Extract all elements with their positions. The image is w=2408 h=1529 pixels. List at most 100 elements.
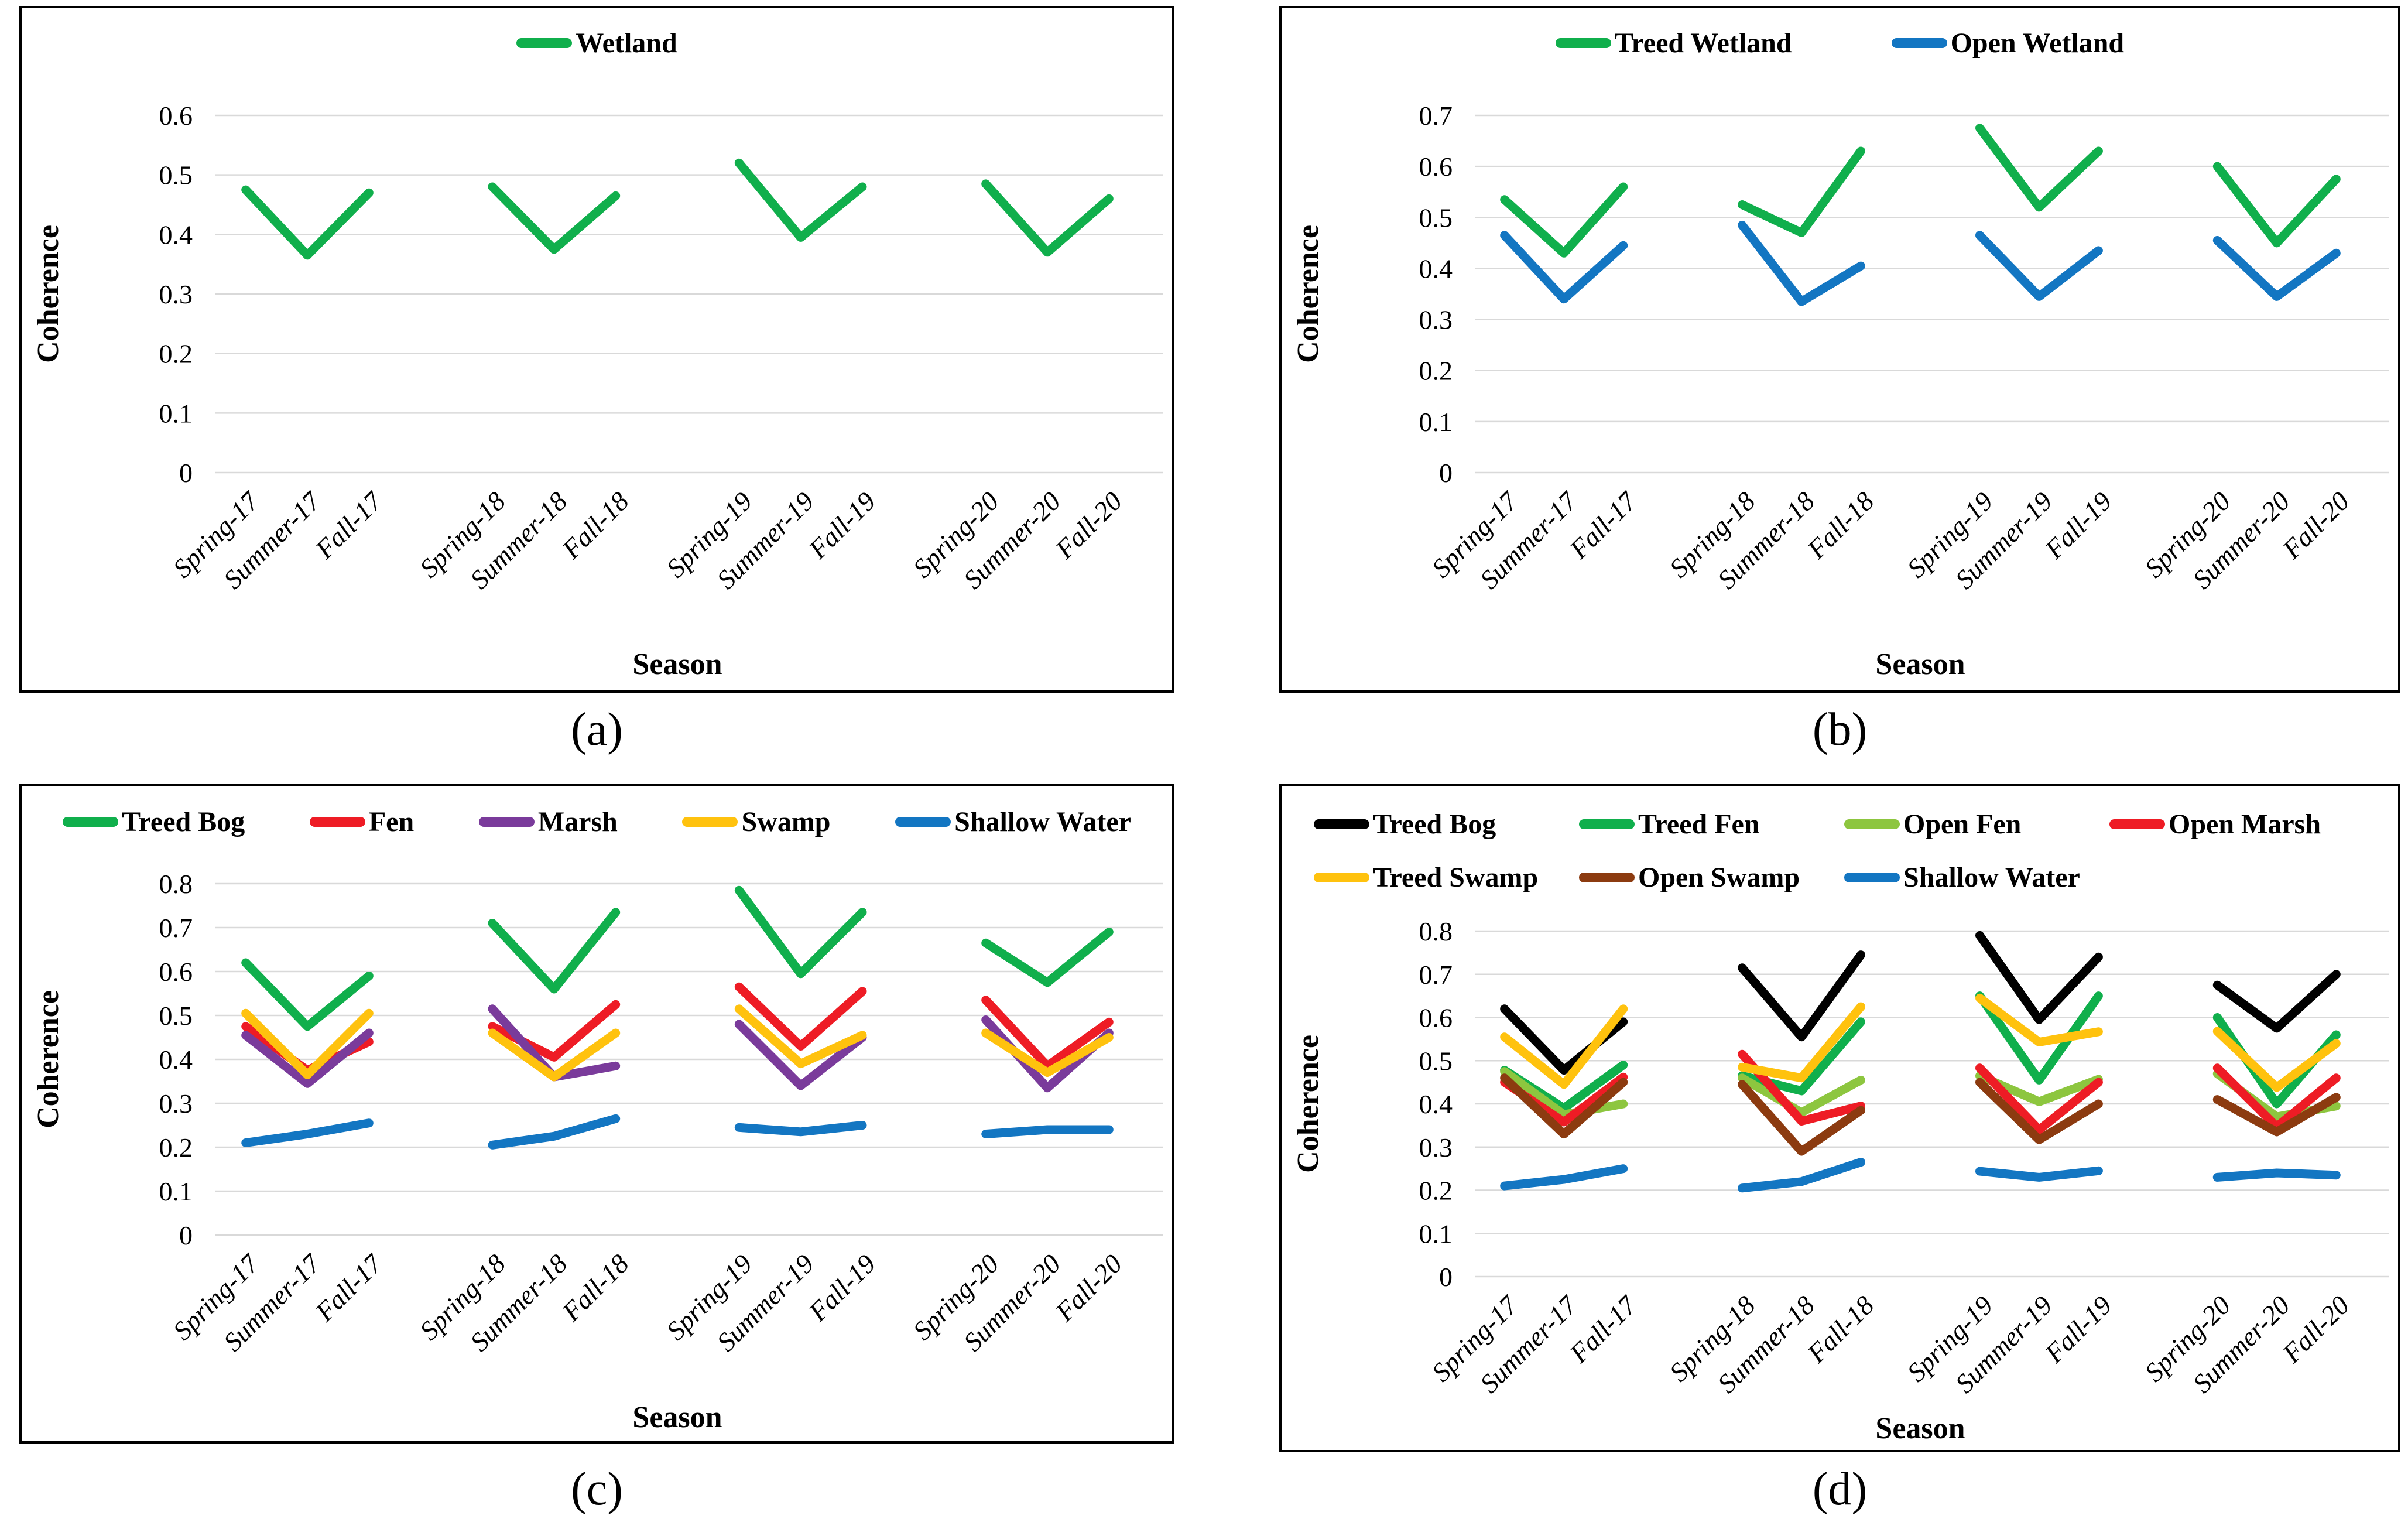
y-tick-label: 0 [1439,1262,1453,1292]
legend-d: Treed Bog Treed Fen Open Fen Open Marsh Tree… [1282,786,2398,908]
series-treed-bog [1975,931,2103,1024]
series-swamp [734,1004,867,1068]
series-treed-bog [734,885,867,979]
legend-label: Fen [368,806,415,837]
x-axis-title: Season [1875,1412,1965,1445]
y-tick-label: 0 [179,458,193,488]
legend-item-open-fen: Open Fen [1844,808,2109,840]
panel-c: Treed Bog Fen Marsh Swamp Shallow Water 0 0.1… [19,784,1174,1444]
legend-item-swamp: Swamp [682,806,831,838]
series-marsh [241,1028,374,1088]
x-tick-label: Fall-20 [1049,1248,1128,1327]
y-tick-label: 0.1 [159,1176,193,1206]
series-treed-wetland [1975,124,2103,212]
series-open-marsh [2212,1063,2341,1131]
legend-swatch-shallow-water [895,816,951,827]
legend-swatch-treed-bog [1314,819,1369,829]
legend-item-treed-fen: Treed Fen [1579,808,1844,840]
series-fen [734,982,867,1051]
series-treed-wetland [1500,182,1628,258]
y-tick-label: 0.5 [1419,203,1453,232]
legend-label: Marsh [537,806,618,837]
series-open-fen [1500,1067,1628,1119]
y-tick-label: 0 [179,1220,193,1250]
legend-c: Treed Bog Fen Marsh Swamp Shallow Water [22,786,1172,851]
series-wetland [241,185,374,260]
series-swamp [241,1008,374,1079]
legend-item-treed-bog: Treed Bog [1314,808,1579,840]
legend-swatch-open-swamp [1579,873,1635,882]
y-tick-label: 0.7 [159,913,193,943]
legend-swatch-swamp [682,816,738,827]
x-tick-label: Fall-20 [1049,486,1128,565]
y-tick-label: 0.7 [1419,960,1453,990]
y-tick-label: 0.5 [1419,1046,1453,1076]
caption-c: (c) [571,1463,623,1515]
y-tick-label: 0.6 [1419,1003,1453,1033]
x-tick-label: Fall-19 [2039,486,2117,565]
legend-item-treed-swamp: Treed Swamp [1314,861,1579,894]
series-open-wetland [1738,220,1865,306]
y-tick-label: 0.3 [159,279,193,309]
series-treed-swamp [1975,993,2103,1046]
y-tick-label: 0.1 [1419,407,1453,437]
panel-a: Wetland 0 0.1 0.2 0.3 0.4 0.5 0.6 Spring-17 Summ… [19,6,1174,693]
y-tick-label: 0 [1439,458,1453,488]
y-tick-label: 0.2 [1419,356,1453,386]
legend-item-marsh: Marsh [478,806,618,838]
y-tick-label: 0.4 [1419,1089,1453,1119]
series-wetland [981,179,1114,257]
y-tick-label: 0.6 [159,957,193,987]
y-tick-label: 0.1 [159,398,193,428]
y-axis-title: Coherence [1292,225,1325,363]
x-tick-label: Fall-18 [556,486,634,565]
legend-label: Open Wetland [1950,27,2125,59]
series-shallow-water [2212,1168,2341,1182]
legend-item-shallow-water: Shallow Water [1844,861,2109,894]
series-open-wetland [1975,231,2103,301]
legend-label: Treed Swamp [1373,862,1539,893]
series-open-swamp [2212,1093,2341,1137]
series-treed-bog [2212,970,2341,1033]
series-open-marsh [1975,1063,2103,1134]
x-tick-label: Fall-17 [309,485,389,565]
x-tick-label: Fall-19 [2039,1290,2117,1369]
x-tick-label: Fall-19 [803,1248,881,1327]
y-tick-label: 0.3 [159,1089,193,1118]
legend-label: Treed Bog [1373,809,1496,840]
legend-label: Treed Wetland [1614,27,1792,59]
legend-label: Open Fen [1903,809,2022,840]
legend-label: Wetland [576,27,677,59]
y-tick-label: 0.7 [1419,101,1453,131]
line-chart-b: 00.10.20.30.40.50.60.7Spring-17Summer-17… [1292,101,2389,681]
caption-b: (b) [1812,704,1868,755]
series-shallow-water [1500,1164,1628,1191]
y-tick-label: 0.2 [159,1133,193,1162]
legend-item-open-marsh: Open Marsh [2109,808,2375,840]
series-swamp [981,1028,1114,1077]
series-shallow-water [981,1125,1114,1138]
legend-swatch-fen [309,816,365,827]
y-axis-title: Coherence [32,225,65,363]
caption-a: (a) [571,704,623,755]
x-tick-label: Fall-18 [1801,1290,1879,1369]
x-tick-label: Fall-18 [556,1248,634,1327]
line-chart-a: 00.10.20.30.40.50.6Spring-17Summer-17Fal… [32,101,1163,681]
y-tick-label: 0.1 [1419,1219,1453,1248]
legend-label: Shallow Water [954,806,1131,837]
legend-label: Open Swamp [1638,862,1800,893]
series-treed-bog [488,908,621,994]
x-tick-label: Fall-20 [2276,1290,2355,1369]
legend-label: Open Marsh [2169,809,2321,840]
series-treed-wetland [1738,146,1865,237]
y-tick-label: 0.5 [159,1001,193,1031]
series-open-swamp [1738,1080,1865,1156]
y-axis-title: Coherence [1292,1035,1325,1173]
legend-item-wetland: Wetland [516,27,677,59]
legend-swatch-wetland [516,37,573,48]
legend-item-open-swamp: Open Swamp [1579,861,1844,894]
x-tick-label: Fall-17 [1563,1289,1643,1369]
y-tick-label: 0.8 [1419,916,1453,946]
legend-b: Treed Wetland Open Wetland [1282,8,2398,77]
